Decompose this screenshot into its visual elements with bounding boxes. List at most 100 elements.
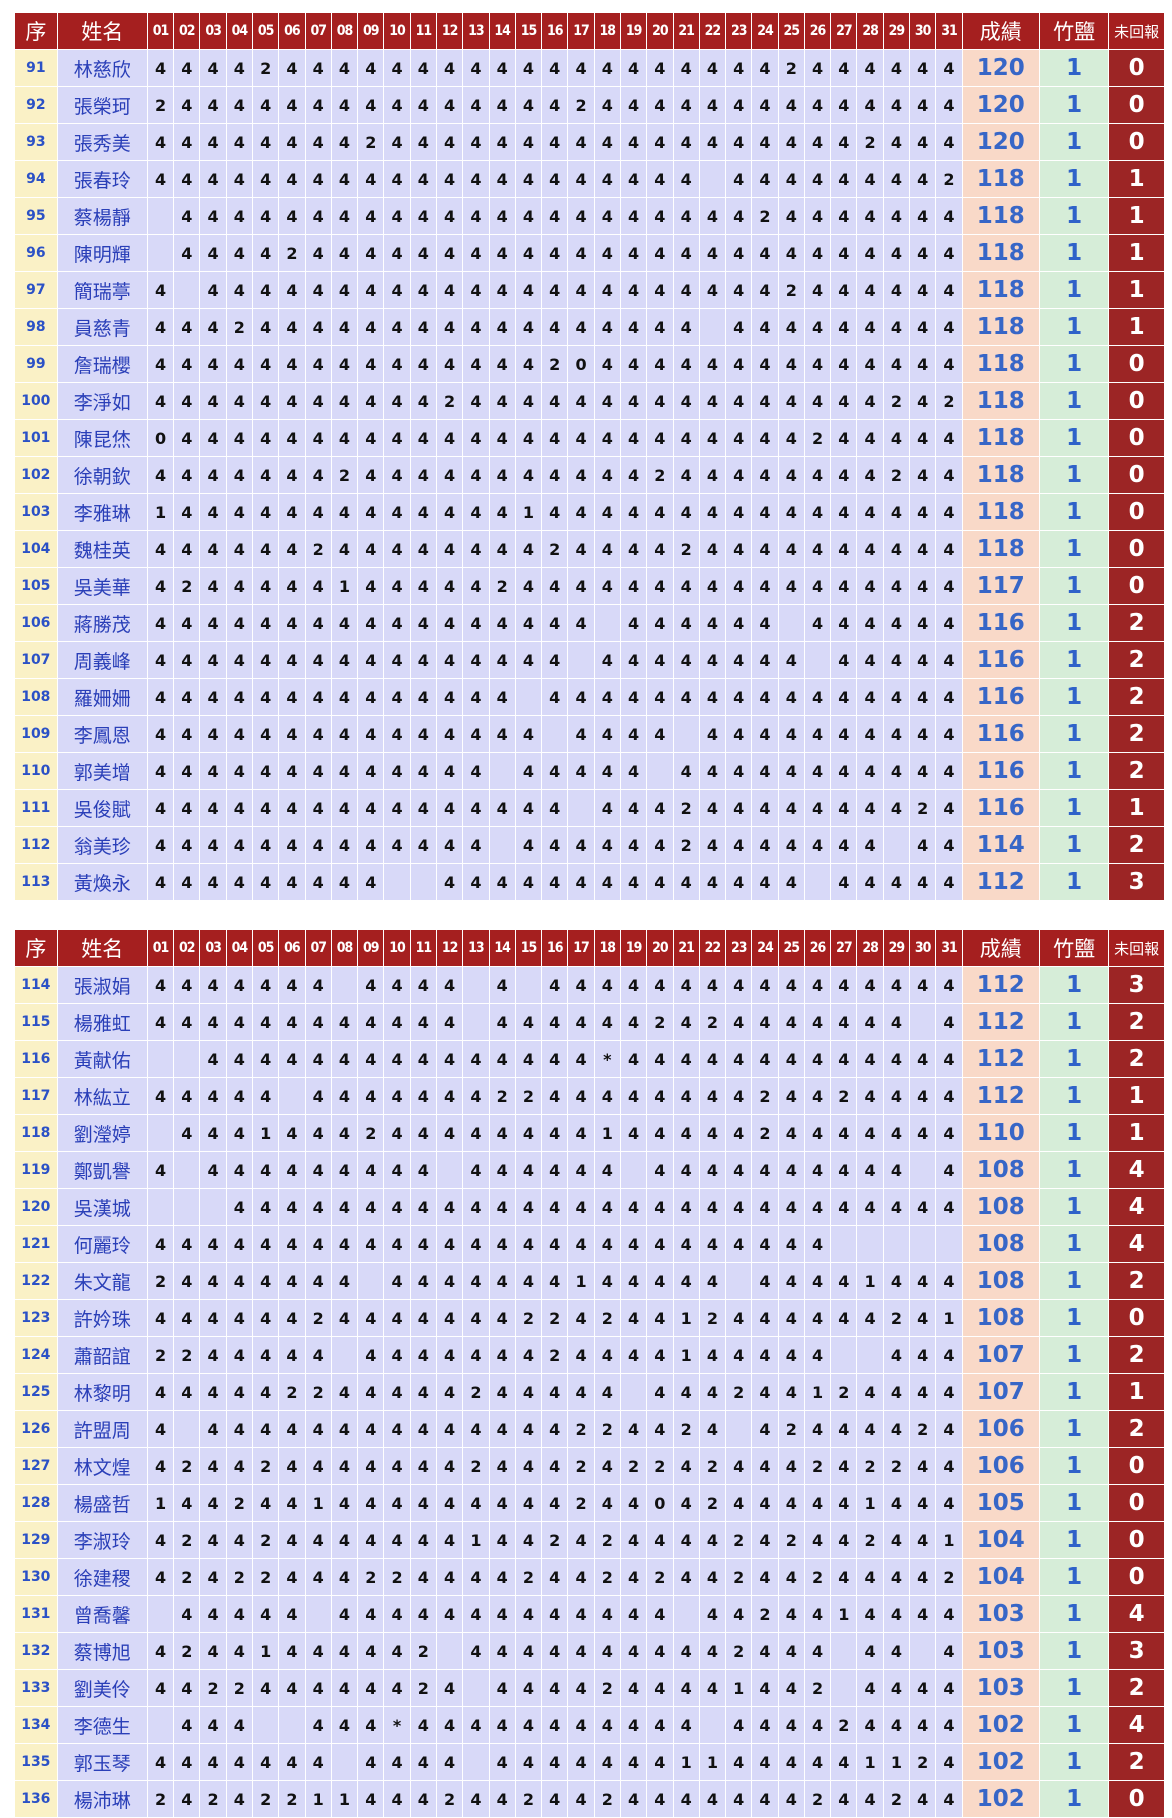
day-cell: 4 — [594, 679, 621, 715]
day-cell: 2 — [568, 87, 595, 123]
day-cell: 4 — [253, 967, 280, 1003]
day-cell: 4 — [542, 50, 569, 86]
day-cell: 4 — [174, 1226, 201, 1262]
row-zhuyan: 1 — [1039, 967, 1110, 1003]
day-cell: 4 — [647, 1115, 674, 1151]
day-cell: 4 — [594, 457, 621, 493]
day-cell: 4 — [778, 1559, 805, 1595]
day-cell: 4 — [253, 272, 280, 308]
day-cell: 4 — [305, 605, 332, 641]
day-cell: 4 — [542, 1707, 569, 1743]
row-name: 李淑玲 — [57, 1522, 148, 1558]
day-cell: 4 — [778, 1152, 805, 1188]
day-cell: 4 — [647, 1670, 674, 1706]
day-cell: 4 — [752, 1337, 779, 1373]
row-name: 陳昆烋 — [57, 420, 148, 456]
day-cell: 4 — [253, 1596, 280, 1632]
row-zhuyan: 1 — [1039, 1300, 1110, 1336]
day-cell: 4 — [331, 494, 359, 530]
row-zhuyan: 1 — [1039, 1004, 1110, 1040]
row-name: 劉美伶 — [57, 1670, 148, 1706]
header-day: 28 — [857, 13, 884, 49]
day-cell: 4 — [436, 1411, 464, 1447]
day-cell — [331, 967, 359, 1003]
day-cell: 4 — [542, 457, 569, 493]
day-cell: 2 — [831, 1374, 858, 1410]
day-cell: 4 — [831, 1411, 858, 1447]
day-cell: 4 — [883, 1115, 911, 1151]
day-cell: 4 — [910, 383, 937, 419]
day-cell: 0 — [647, 1485, 674, 1521]
row-seq: 119 — [15, 1152, 58, 1188]
day-cell: 4 — [147, 827, 175, 863]
day-cell: 4 — [673, 753, 700, 789]
day-cell: 2 — [883, 1300, 911, 1336]
row-score: 106 — [962, 1411, 1040, 1447]
day-cell: 4 — [699, 346, 727, 382]
day-cell: 4 — [147, 605, 175, 641]
day-cell: 4 — [436, 494, 464, 530]
day-cell: 4 — [831, 1004, 858, 1040]
day-cell: 4 — [620, 50, 648, 86]
day-cell: 4 — [253, 1744, 280, 1780]
day-cell: 4 — [174, 827, 201, 863]
day-cell: 4 — [200, 309, 227, 345]
row-name: 吳美華 — [57, 568, 148, 604]
day-cell: 4 — [463, 272, 490, 308]
day-cell: 4 — [699, 827, 727, 863]
day-cell: 4 — [542, 1670, 569, 1706]
day-cell: 4 — [831, 1189, 858, 1225]
row-score: 103 — [962, 1633, 1040, 1669]
row-zhuyan: 1 — [1039, 1078, 1110, 1114]
day-cell: 4 — [673, 1670, 700, 1706]
day-cell: 4 — [778, 1300, 805, 1336]
day-cell — [174, 1041, 201, 1077]
day-cell: 4 — [489, 1337, 516, 1373]
day-cell: 4 — [226, 1337, 253, 1373]
day-cell: 4 — [305, 1189, 332, 1225]
day-cell: 4 — [305, 1041, 332, 1077]
day-cell: 4 — [200, 272, 227, 308]
day-cell: 1 — [331, 568, 359, 604]
day-cell: 4 — [331, 790, 359, 826]
day-cell: 2 — [673, 1411, 700, 1447]
day-cell: 4 — [410, 1448, 437, 1484]
day-cell: 4 — [463, 494, 490, 530]
day-cell: 4 — [515, 272, 543, 308]
day-cell: 4 — [752, 568, 779, 604]
day-cell: 4 — [542, 1448, 569, 1484]
day-cell: 4 — [463, 161, 490, 197]
day-cell: 4 — [436, 1263, 464, 1299]
row-name: 蔡博旭 — [57, 1633, 148, 1669]
day-cell: 4 — [542, 1781, 569, 1817]
day-cell: 4 — [358, 161, 385, 197]
day-cell: 4 — [489, 1226, 516, 1262]
day-cell: 4 — [384, 1004, 411, 1040]
day-cell: 4 — [726, 420, 753, 456]
row-seq: 109 — [15, 716, 58, 752]
day-cell: 4 — [620, 161, 648, 197]
table-row: 116 黃献佑 4 4 4 4 4 4 4 4 4 4 4 4 4 4 4 * 4 4 4 4 4 4 4 4 4 4 4 4 4 112 1 2 — [15, 1041, 1165, 1078]
day-cell: 4 — [568, 1152, 595, 1188]
day-cell — [910, 1152, 937, 1188]
day-cell: 4 — [778, 1337, 805, 1373]
day-cell: 4 — [410, 1041, 437, 1077]
day-cell: 4 — [831, 827, 858, 863]
day-cell: 4 — [305, 1559, 332, 1595]
day-cell: 4 — [200, 790, 227, 826]
day-cell: 4 — [147, 457, 175, 493]
header-day: 02 — [174, 13, 201, 49]
day-cell: 4 — [673, 87, 700, 123]
day-cell: 4 — [910, 1337, 937, 1373]
day-cell: 4 — [699, 531, 727, 567]
day-cell: 4 — [726, 1448, 753, 1484]
day-cell: 4 — [831, 1559, 858, 1595]
day-cell: 4 — [726, 1596, 753, 1632]
day-cell: 4 — [568, 531, 595, 567]
row-seq: 133 — [15, 1670, 58, 1706]
day-cell: 4 — [673, 309, 700, 345]
day-cell: 4 — [410, 642, 437, 678]
day-cell: 4 — [436, 1300, 464, 1336]
day-cell: 4 — [305, 1522, 332, 1558]
day-cell: 2 — [147, 1337, 175, 1373]
